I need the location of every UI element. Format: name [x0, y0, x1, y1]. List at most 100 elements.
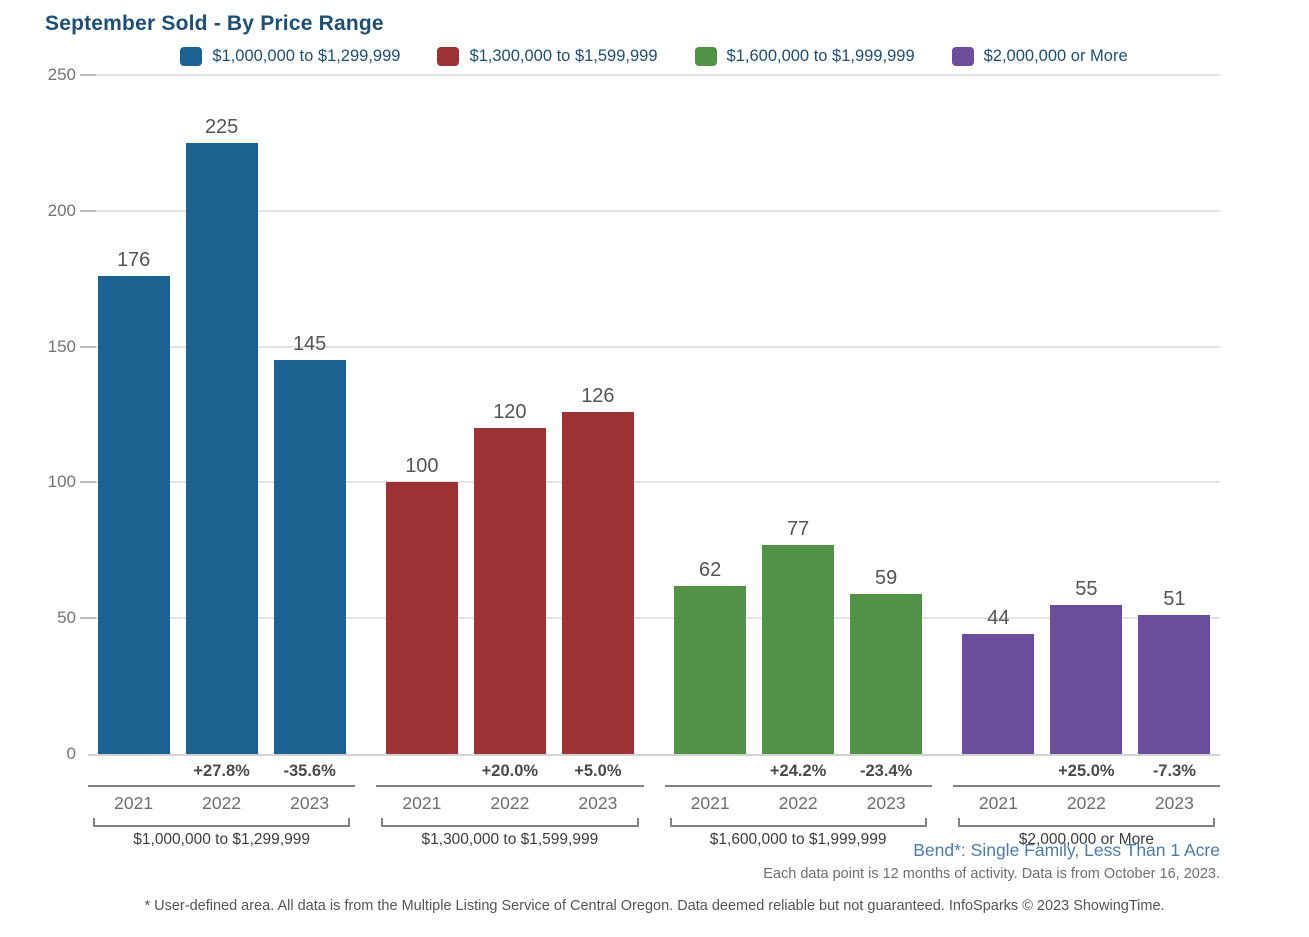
year-label: 2023	[866, 793, 906, 813]
year-label: 2023	[1154, 793, 1194, 813]
y-axis-tick-label: 0	[66, 744, 76, 763]
disclaimer-text: * User-defined area. All data is from th…	[144, 898, 1165, 914]
pct-change-label: +25.0%	[1058, 762, 1115, 780]
gridline	[88, 481, 1220, 483]
year-label: 2022	[778, 793, 818, 813]
pct-change-label	[386, 760, 458, 782]
y-axis-tick	[80, 481, 96, 483]
bar-2023[interactable]	[850, 594, 923, 754]
group-range-label: $1,300,000 to $1,599,999	[421, 831, 599, 848]
group-range-label: $1,600,000 to $1,999,999	[709, 831, 887, 848]
group-footer: +25.0% -7.3% 2021 2022 2023 $2,000,000 or Mor…	[952, 756, 1220, 849]
pct-change-label	[962, 760, 1034, 782]
bar-value-label: 100	[405, 455, 439, 477]
group-separator-line	[664, 785, 932, 787]
year-row: 2021 2022 2023	[953, 787, 1220, 815]
bar-slot: 51	[1138, 588, 1211, 754]
bar-slot: 126	[561, 385, 634, 754]
bar-value-label: 51	[1163, 588, 1186, 610]
y-axis-tick	[80, 346, 96, 348]
bar-slot: 44	[962, 607, 1035, 754]
y-axis-tick	[80, 617, 96, 619]
year-label: 2021	[114, 793, 154, 813]
legend-label: $1,300,000 to $1,599,999	[469, 46, 658, 65]
legend-swatch-red-icon	[437, 46, 460, 66]
bar-2023[interactable]	[1138, 615, 1211, 754]
legend-swatch-blue-icon	[180, 46, 203, 66]
bar-group: 62 77 59	[665, 75, 932, 754]
gridline	[88, 74, 1220, 76]
pct-change-label: -7.3%	[1152, 762, 1196, 780]
year-row: 2021 2022 2023	[665, 787, 932, 815]
chart-title: September Sold - By Price Range	[45, 12, 384, 35]
group-range-label: $1,000,000 to $1,299,999	[133, 831, 310, 848]
bar-slot: 176	[97, 249, 170, 754]
pct-change-row: +20.0% +5.0%	[376, 756, 643, 782]
bar-slot: 62	[674, 559, 747, 754]
group-range-label: $2,000,000 or More	[1018, 831, 1155, 848]
bar-value-label: 59	[875, 567, 898, 589]
legend-label: $1,600,000 to $1,999,999	[726, 46, 915, 65]
pct-change-label	[98, 760, 170, 782]
bar-2022[interactable]	[1050, 605, 1123, 754]
year-row: 2021 2022 2023	[376, 787, 643, 815]
y-axis-tick-label: 50	[57, 608, 76, 627]
bar-slot: 145	[273, 333, 346, 754]
bar-value-label: 126	[581, 385, 615, 407]
y-axis-tick-label: 150	[47, 337, 76, 356]
plot-area	[80, 74, 1220, 756]
bar-value-label: 225	[204, 116, 239, 138]
legend-label: $1,000,000 to $1,299,999	[212, 46, 401, 65]
bar-2022[interactable]	[762, 545, 835, 754]
bar-2021[interactable]	[962, 634, 1035, 754]
group-separator-line	[376, 785, 644, 787]
y-axis-tick-label: 100	[47, 472, 76, 491]
group-bracket	[669, 818, 927, 827]
y-axis-tick-label: 250	[47, 65, 76, 84]
pct-change-label: +20.0%	[481, 762, 539, 780]
bar-2023[interactable]	[561, 412, 634, 754]
bar-slot: 100	[385, 455, 458, 754]
bar-value-label: 62	[699, 559, 722, 581]
gridline	[88, 617, 1220, 619]
year-label: 2022	[1066, 793, 1106, 813]
bar-slot: 59	[850, 567, 923, 754]
group-footer: +20.0% +5.0% 2021 2022 2023 $1,300,000 to $1,…	[376, 756, 644, 849]
y-axis-tick	[80, 74, 96, 76]
bar-value-label: 55	[1075, 578, 1098, 600]
pct-change-row: +25.0% -7.3%	[953, 756, 1220, 782]
y-axis-tick-label: 200	[47, 201, 76, 220]
bar-2021[interactable]	[385, 482, 458, 754]
bars-layer: 176 225 145 100 120 126 62 77 59 44 55 51	[88, 75, 1220, 754]
group-bracket	[957, 818, 1215, 827]
y-axis: 0 50 100 150 200 250	[0, 65, 76, 763]
legend-item-price-range-2[interactable]: $1,300,000 to $1,599,999	[437, 46, 658, 66]
bar-slot: 77	[762, 518, 835, 754]
bar-2021[interactable]	[674, 586, 747, 754]
bar-value-label: 176	[116, 249, 151, 271]
bar-group: 176 225 145	[88, 75, 355, 754]
year-label: 2022	[202, 793, 242, 813]
y-axis-tick	[80, 210, 96, 212]
bar-2022[interactable]	[473, 428, 546, 754]
data-activity-note: Each data point is 12 months of activity…	[763, 866, 1220, 882]
legend-item-price-range-4[interactable]: $2,000,000 or More	[951, 46, 1128, 66]
year-label: 2023	[290, 793, 330, 813]
bar-group: 44 55 51	[953, 75, 1220, 754]
legend-item-price-range-3[interactable]: $1,600,000 to $1,999,999	[694, 46, 915, 66]
bar-2021[interactable]	[97, 276, 170, 754]
pct-change-label: -35.6%	[283, 762, 336, 780]
bar-slot: 225	[185, 116, 258, 754]
legend-item-price-range-1[interactable]: $1,000,000 to $1,299,999	[180, 46, 401, 66]
bar-2022[interactable]	[185, 143, 258, 754]
legend-label: $2,000,000 or More	[983, 46, 1128, 65]
year-label: 2022	[490, 793, 530, 813]
group-bracket	[93, 818, 351, 827]
bar-slot: 120	[473, 401, 546, 754]
location-filter-label: Bend*: Single Family, Less Than 1 Acre	[913, 840, 1220, 860]
pct-change-label: -23.4%	[859, 762, 913, 780]
bar-2023[interactable]	[273, 360, 346, 754]
bar-value-label: 145	[292, 333, 327, 355]
bar-value-label: 44	[987, 607, 1010, 629]
